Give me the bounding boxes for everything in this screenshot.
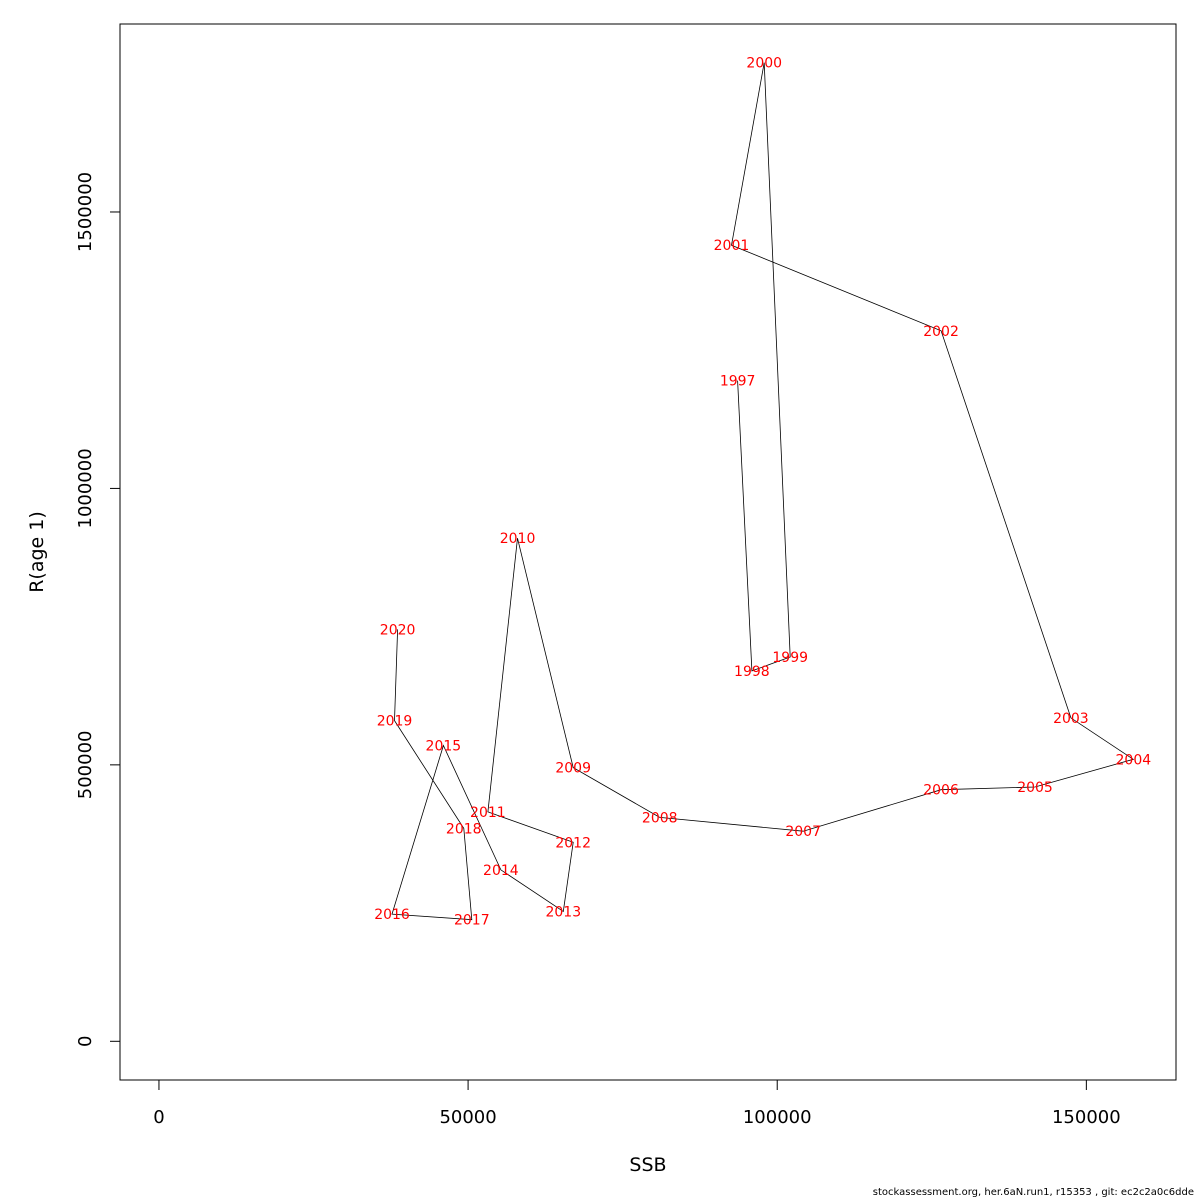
point-label-2009: 2009 — [555, 761, 591, 777]
footer-text: stockassessment.org, her.6aN.run1, r1535… — [872, 1187, 1194, 1198]
point-label-2003: 2003 — [1053, 711, 1089, 727]
point-label-2007: 2007 — [785, 824, 821, 840]
point-label-2010: 2010 — [500, 531, 536, 547]
y-tick-label: 0 — [75, 1036, 96, 1047]
point-label-2015: 2015 — [426, 739, 462, 755]
y-axis: 0 500000 1000000 1500000 — [75, 172, 121, 1047]
point-label-2019: 2019 — [377, 714, 413, 730]
x-tick-label: 0 — [153, 1107, 164, 1128]
point-label-2000: 2000 — [746, 56, 782, 72]
point-label-2006: 2006 — [923, 783, 959, 799]
x-axis: 0 50000 100000 150000 — [153, 1079, 1121, 1128]
point-label-2012: 2012 — [555, 835, 591, 851]
point-label-2014: 2014 — [483, 863, 519, 879]
series-line — [391, 62, 1135, 921]
point-label-2005: 2005 — [1017, 780, 1053, 796]
point-label-2016: 2016 — [374, 907, 410, 923]
point-label-1997: 1997 — [720, 374, 756, 390]
point-label-2001: 2001 — [714, 238, 750, 254]
y-tick-label: 500000 — [75, 730, 96, 799]
y-axis-title: R(age 1) — [26, 511, 48, 593]
point-label-2004: 2004 — [1116, 752, 1152, 768]
point-label-2018: 2018 — [446, 821, 482, 837]
x-tick-label: 100000 — [743, 1107, 812, 1128]
point-label-2002: 2002 — [923, 324, 959, 340]
x-axis-title: SSB — [629, 1154, 666, 1176]
point-label-1998: 1998 — [734, 664, 770, 680]
point-label-2017: 2017 — [454, 913, 490, 929]
point-label-2013: 2013 — [545, 904, 581, 920]
point-label-1999: 1999 — [772, 650, 808, 666]
point-label-2008: 2008 — [642, 810, 678, 826]
y-tick-label: 1000000 — [75, 448, 96, 528]
point-label-2011: 2011 — [470, 805, 506, 821]
x-tick-label: 50000 — [439, 1107, 496, 1128]
point-label-2020: 2020 — [380, 622, 416, 638]
y-tick-label: 1500000 — [75, 172, 96, 252]
x-tick-label: 150000 — [1052, 1107, 1121, 1128]
plot-frame — [119, 23, 1177, 1081]
